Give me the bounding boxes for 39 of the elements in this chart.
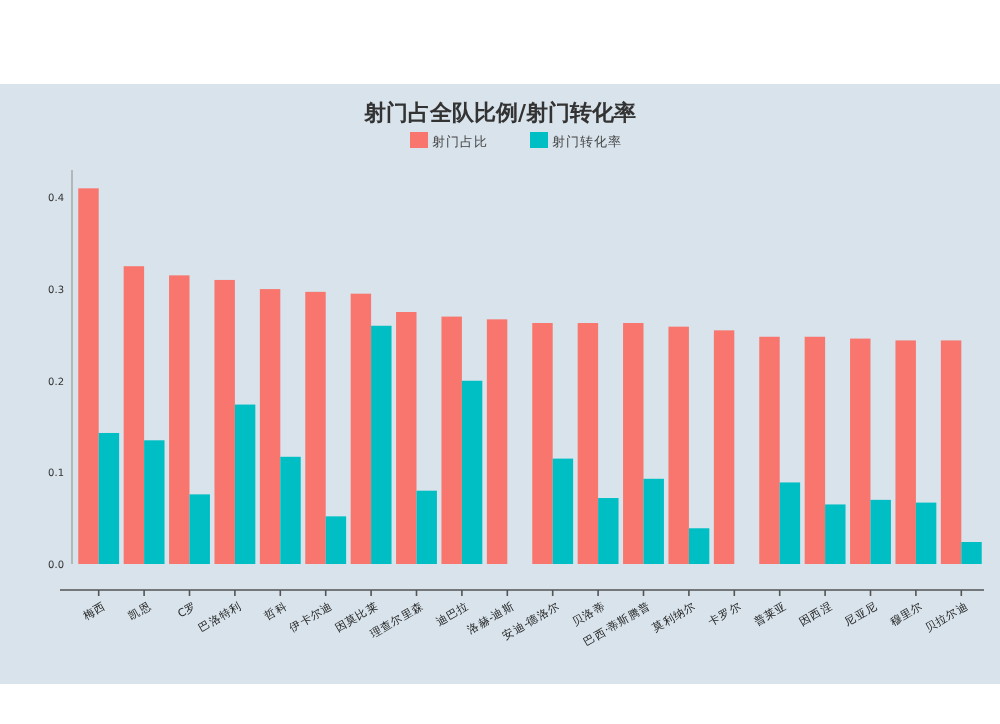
bar [623,323,644,564]
bar [305,291,326,564]
bar [371,325,392,564]
bar [532,323,553,564]
bar [98,432,120,564]
bar [940,340,962,564]
bar [144,440,165,564]
bar [961,542,982,564]
bar [214,279,235,564]
bar [688,528,710,564]
bar [280,456,301,564]
bar [461,380,483,564]
bar [577,323,599,564]
bar [895,340,916,564]
bar [915,502,937,564]
chart-title: 射门占全队比例/射门转化率 [361,100,637,126]
bar [189,494,210,564]
bar [259,289,281,564]
bar [643,478,664,564]
bar [234,404,256,564]
bar [486,319,508,564]
bar [169,275,190,564]
bar [825,504,846,564]
bar [350,293,372,564]
bar [78,188,99,564]
bar [416,490,437,564]
bar [870,499,891,564]
bar [668,326,689,564]
bar [804,336,826,564]
bar [325,516,347,564]
bar [779,482,801,564]
bar [441,316,462,564]
bar [759,336,780,564]
bar [713,330,735,564]
bar [850,338,871,564]
bar [552,458,574,564]
bar [598,498,619,564]
bar [396,312,417,564]
bar [123,266,145,564]
